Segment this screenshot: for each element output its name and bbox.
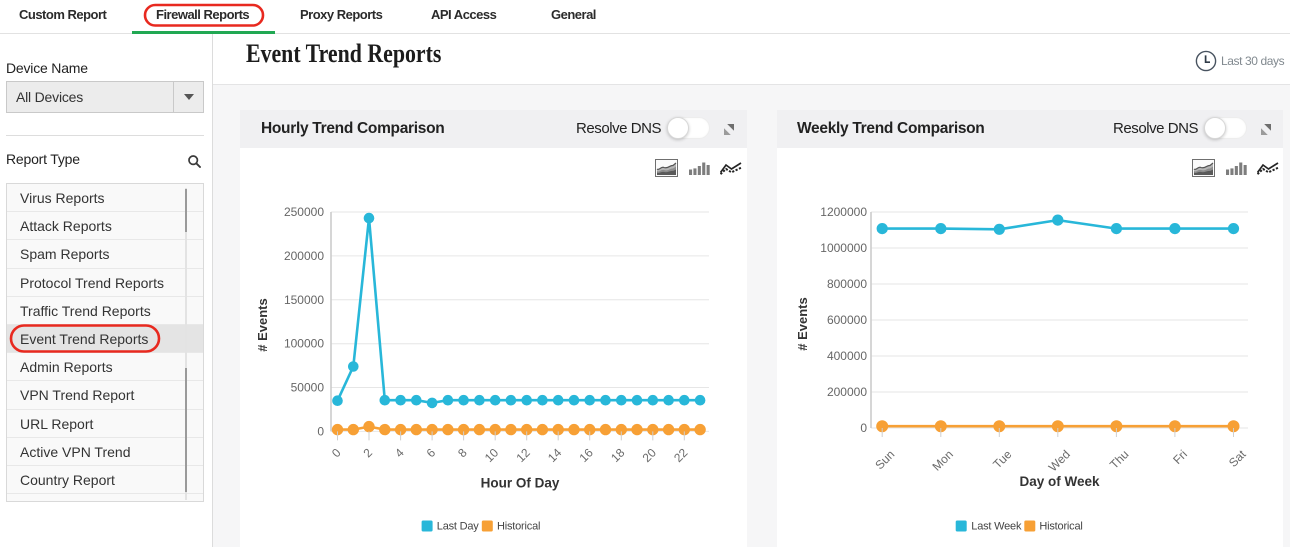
svg-text:14: 14 (545, 445, 565, 465)
svg-text:Day of Week: Day of Week (1019, 474, 1100, 489)
svg-text:1200000: 1200000 (820, 205, 867, 219)
svg-text:600000: 600000 (827, 313, 867, 327)
svg-text:Hour Of Day: Hour Of Day (481, 475, 560, 490)
svg-text:Last Day: Last Day (437, 521, 480, 533)
svg-text:250000: 250000 (284, 205, 324, 219)
svg-text:12: 12 (513, 445, 533, 465)
svg-text:# Events: # Events (795, 297, 810, 350)
svg-text:8: 8 (455, 445, 470, 460)
svg-text:200000: 200000 (284, 249, 324, 263)
svg-text:16: 16 (576, 445, 596, 465)
svg-text:6: 6 (424, 445, 439, 460)
svg-text:150000: 150000 (284, 293, 324, 307)
svg-text:Historical: Historical (497, 521, 540, 533)
svg-text:20: 20 (640, 445, 660, 465)
svg-text:Last Week: Last Week (971, 521, 1022, 533)
svg-text:# Events: # Events (255, 298, 270, 351)
svg-text:Wed: Wed (1046, 447, 1073, 474)
svg-text:4: 4 (392, 445, 407, 460)
svg-text:Sat: Sat (1226, 447, 1249, 470)
svg-text:2: 2 (360, 445, 375, 460)
svg-text:Sun: Sun (872, 447, 897, 472)
svg-text:800000: 800000 (827, 277, 867, 291)
svg-text:Fri: Fri (1170, 447, 1190, 467)
svg-text:22: 22 (671, 445, 691, 465)
svg-text:18: 18 (608, 445, 628, 465)
svg-text:100000: 100000 (284, 337, 324, 351)
svg-text:200000: 200000 (827, 385, 867, 399)
svg-text:400000: 400000 (827, 349, 867, 363)
svg-text:Thu: Thu (1107, 447, 1132, 472)
svg-text:1000000: 1000000 (820, 241, 867, 255)
svg-text:10: 10 (482, 445, 502, 465)
svg-text:50000: 50000 (291, 381, 325, 395)
svg-text:0: 0 (317, 424, 324, 438)
svg-text:Mon: Mon (930, 447, 956, 473)
svg-text:Tue: Tue (990, 447, 1014, 471)
svg-text:Historical: Historical (1039, 521, 1082, 533)
svg-text:0: 0 (860, 421, 867, 435)
svg-text:0: 0 (329, 445, 344, 460)
